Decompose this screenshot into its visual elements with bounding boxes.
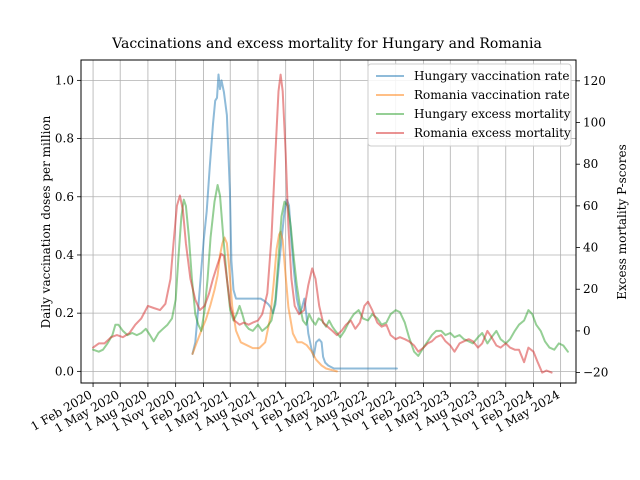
y2-tick-label: 120 [583,74,606,88]
series-line-1 [191,230,338,373]
y-tick-label: 0.8 [55,132,74,146]
legend-box [367,63,572,147]
y2-tick-label: 20 [583,282,598,296]
y-tick-label: 0.2 [55,306,74,320]
y-axis-title: Daily vaccination doses per million [39,115,53,328]
legend-label: Romania excess mortality [414,126,571,140]
y2-tick-label: 40 [583,241,598,255]
series-line-2 [92,184,569,357]
series-layer [92,73,569,374]
legend-label: Romania vaccination rate [414,88,570,102]
series-line-0 [191,73,398,370]
chart-title: Vaccinations and excess mortality for Hu… [111,36,542,52]
y-tick-label: 1.0 [55,73,74,87]
y-tick-label: 0.4 [55,248,74,262]
plot-frame [80,59,577,384]
y-tick-label: 0.6 [55,190,74,204]
y-axis-left: 0.0 0.2 0.4 0.6 0.8 1.0 [55,73,81,378]
y2-tick-label: 60 [583,199,598,213]
y2-tick-label: 100 [583,116,606,130]
y2-tick-label: 80 [583,157,598,171]
y2-tick-label: 0 [583,324,591,338]
y-axis-right: −20 0 20 40 60 80 100 120 [576,74,608,380]
legend: Hungary vaccination rate Romania vaccinat… [367,63,572,147]
series-line-3 [92,73,553,374]
y2-tick-label: −20 [583,366,608,380]
y2-axis-title: Excess mortality P-scores [615,144,629,299]
legend-label: Hungary excess mortality [414,107,571,121]
legend-label: Hungary vaccination rate [414,69,569,83]
y-tick-label: 0.0 [55,364,74,378]
